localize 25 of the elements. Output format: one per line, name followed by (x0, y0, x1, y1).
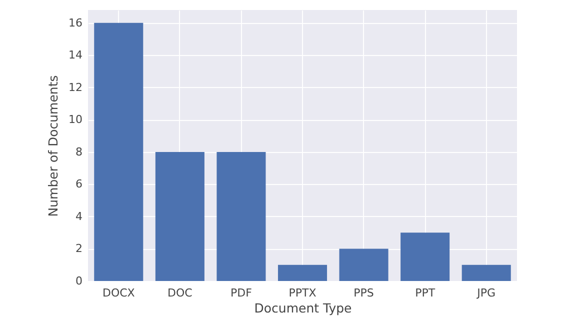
y-tick-label: 14 (68, 48, 82, 62)
x-axis-title: Document Type (254, 300, 352, 316)
bar (94, 22, 144, 281)
y-axis-title: Number of Documents (46, 75, 61, 217)
x-tick-label: JPG (476, 286, 496, 300)
y-tick-label: 10 (68, 113, 82, 126)
bar (400, 232, 450, 281)
x-tick-label: PPT (415, 286, 436, 300)
y-tick-label: 4 (76, 210, 82, 223)
x-tick-label: PPTX (288, 286, 317, 300)
y-tick-label: 6 (76, 178, 82, 191)
y-tick-label: 12 (68, 80, 82, 94)
x-tick-label: DOC (168, 286, 193, 300)
y-tick-label: 8 (76, 145, 82, 158)
x-tick-label: PPS (354, 286, 374, 300)
bar (278, 264, 328, 281)
y-tick-label: 16 (68, 16, 82, 30)
x-tick-label: PDF (230, 286, 252, 300)
bar (155, 152, 204, 281)
bar (339, 248, 388, 281)
y-tick-label: 2 (76, 242, 82, 256)
x-tick-label: DOCX (102, 286, 136, 300)
bar (216, 152, 266, 281)
bar (462, 264, 511, 281)
y-tick-label: 0 (76, 274, 82, 288)
